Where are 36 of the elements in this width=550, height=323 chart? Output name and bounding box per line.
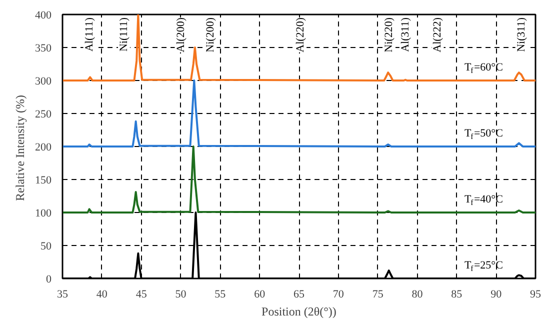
annotation: Ni(200) xyxy=(204,17,217,52)
y-tick-label: 200 xyxy=(35,142,52,154)
y-tick-label: 50 xyxy=(40,240,52,252)
x-tick-label: 45 xyxy=(136,288,148,300)
annotation: Al(111) xyxy=(83,17,96,52)
x-tick-label: 95 xyxy=(530,288,542,300)
x-tick-label: 80 xyxy=(412,288,424,300)
annotation: Al(222) xyxy=(432,17,444,52)
line-series xyxy=(62,80,536,148)
annotation: Ni(220) xyxy=(382,17,395,52)
y-axis-title: Relative Intensity (%) xyxy=(13,95,27,201)
x-tick-label: 35 xyxy=(57,288,68,300)
annotation: Ni(111) xyxy=(118,17,130,52)
y-tick-label: 150 xyxy=(35,174,52,186)
y-tick-label: 300 xyxy=(35,76,52,88)
y-tick-label: 400 xyxy=(35,10,52,22)
x-tick-label: 60 xyxy=(254,288,266,300)
y-tick-label: 100 xyxy=(35,208,52,220)
line-series xyxy=(62,146,536,214)
annotation: Ni(311) xyxy=(515,17,528,52)
y-tick-label: 250 xyxy=(35,108,52,120)
x-tick-label: 90 xyxy=(490,288,502,300)
annotation: Al(220) xyxy=(294,17,307,52)
x-tick-label: 65 xyxy=(294,288,305,300)
annotation: Al(200) xyxy=(174,17,187,52)
line-series xyxy=(62,14,536,82)
y-tick-label: 0 xyxy=(46,274,52,286)
x-tick-label: 40 xyxy=(96,288,108,300)
x-axis-title: Position (2θ(°)) xyxy=(262,304,336,318)
x-tick-label: 75 xyxy=(372,288,384,300)
x-tick-label: 50 xyxy=(175,288,187,300)
x-tick-label: 55 xyxy=(214,288,226,300)
y-tick-label: 350 xyxy=(35,42,52,54)
x-tick-label: 85 xyxy=(451,288,463,300)
annotation: Al(311) xyxy=(399,17,412,52)
x-tick-label: 70 xyxy=(332,288,344,300)
